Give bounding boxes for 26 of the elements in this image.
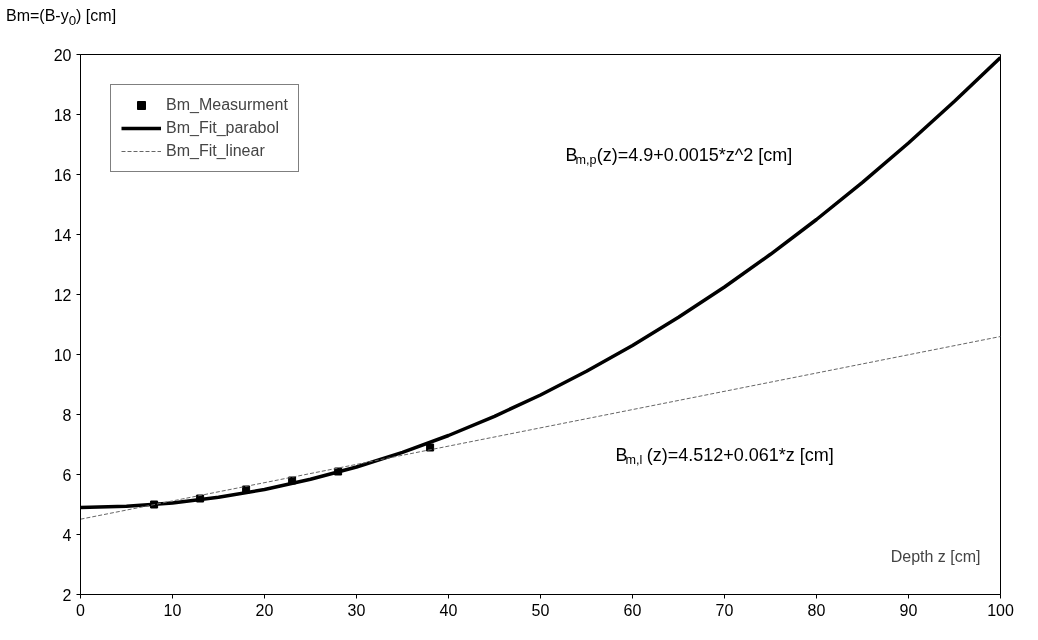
x-tick-label: 40 [439,601,458,619]
y-tick-label: 6 [62,466,72,484]
x-tick-label: 50 [531,601,550,619]
legend-label: Bm_Measurment [166,96,288,114]
y-tick-label: 2 [62,586,72,604]
x-tick-label: 30 [347,601,366,619]
x-tick-label: 80 [807,601,826,619]
x-tick-label: 90 [899,601,918,619]
x-tick-label: 20 [255,601,274,619]
y-tick-label: 20 [53,46,72,64]
y-tick-label: 12 [53,286,72,304]
y-axis-title: Bm=(B-y$_{0}$) [cm] [6,6,117,31]
y-tick-label: 18 [53,106,72,124]
x-tick-label: 10 [163,601,182,619]
y-tick-label: 4 [62,526,72,544]
legend-label: Bm_Fit_parabol [166,119,279,137]
y-tick-label: 14 [53,226,72,244]
y-tick-label: 10 [53,346,72,364]
y-tick-label: 8 [62,406,72,424]
x-axis-title: Depth z [cm] [890,547,981,565]
x-tick-label: 70 [715,601,734,619]
x-tick-label: 100 [987,601,1014,619]
x-tick-label: 60 [623,601,642,619]
y-tick-label: 16 [53,166,72,184]
x-tick-label: 0 [76,601,86,619]
legend-label: Bm_Fit_linear [166,142,265,160]
